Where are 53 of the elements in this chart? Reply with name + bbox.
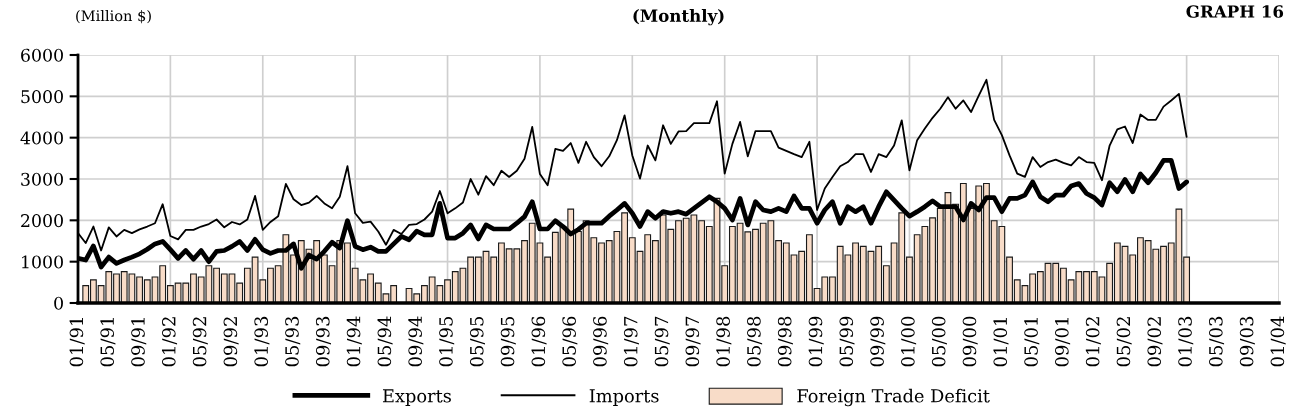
legend-label: Imports [589, 389, 659, 406]
x-tick-label: 05/95 [469, 316, 485, 367]
y-tick-label: 5000 [21, 90, 63, 104]
x-tick-label: 05/97 [654, 316, 670, 367]
y-tick-label: 6000 [21, 48, 63, 62]
x-tick-label: 09/93 [315, 316, 332, 367]
x-tick-label: 09/03 [1239, 316, 1255, 367]
x-tick-label: 09/98 [777, 316, 793, 367]
x-tick-label: 01/99 [808, 316, 824, 367]
x-tick-label: 01/04 [1270, 316, 1286, 367]
y-tick-label: 3000 [21, 172, 63, 186]
x-tick-label: 09/92 [223, 317, 239, 367]
x-tick-label: 09/96 [593, 316, 609, 367]
x-tick-label: 01/03 [1178, 316, 1194, 367]
x-tick-label: 05/01 [1024, 318, 1040, 367]
x-tick-label: 01/98 [716, 316, 732, 367]
x-tick-label: 09/99 [870, 316, 886, 367]
chart-title: (Monthly) [633, 9, 724, 26]
x-tick-label: 05/99 [839, 316, 855, 367]
x-tick-label: 05/92 [192, 317, 208, 367]
y-tick-label: 2000 [21, 214, 63, 228]
x-tick-label: 01/95 [439, 316, 455, 367]
x-tick-label: 09/91 [131, 318, 147, 367]
x-tick-label: 05/03 [1208, 316, 1225, 367]
x-tick-label: 09/00 [962, 316, 978, 367]
x-tick-label: 05/91 [100, 318, 116, 367]
x-tick-label: 05/96 [562, 316, 578, 367]
y-tick-label: 4000 [20, 131, 63, 145]
x-tick-label: 01/02 [1085, 317, 1101, 367]
x-tick-label: 09/01 [1055, 318, 1071, 367]
legend-label: Foreign Trade Deficit [797, 388, 990, 407]
y-tick-label: 0 [54, 296, 63, 310]
x-tick-label: 05/00 [931, 316, 947, 367]
x-tick-label: 05/93 [285, 316, 301, 367]
x-tick-label: 05/02 [1116, 317, 1132, 367]
x-tick-label: 01/00 [901, 316, 917, 367]
x-tick-label: 09/97 [685, 316, 701, 367]
caption: GRAPH 16 [1186, 5, 1284, 18]
x-tick-label: 09/95 [500, 316, 516, 367]
x-tick-label: 01/91 [69, 318, 85, 367]
x-tick-label: 05/94 [377, 316, 393, 367]
x-tick-label: 01/97 [623, 316, 639, 367]
x-tick-label: 05/98 [747, 316, 763, 367]
x-tick-label: 01/94 [346, 316, 362, 367]
x-tick-label: 09/94 [408, 316, 424, 367]
x-tick-label: 09/02 [1147, 317, 1163, 367]
x-tick-label: 01/92 [161, 317, 178, 367]
y-tick-label: 1000 [22, 255, 63, 269]
x-tick-label: 01/96 [531, 316, 547, 367]
legend-label: Exports [382, 389, 451, 406]
x-tick-label: 01/01 [993, 318, 1009, 367]
y-axis-title: (Million $) [76, 9, 151, 24]
x-tick-label: 01/93 [254, 316, 270, 367]
